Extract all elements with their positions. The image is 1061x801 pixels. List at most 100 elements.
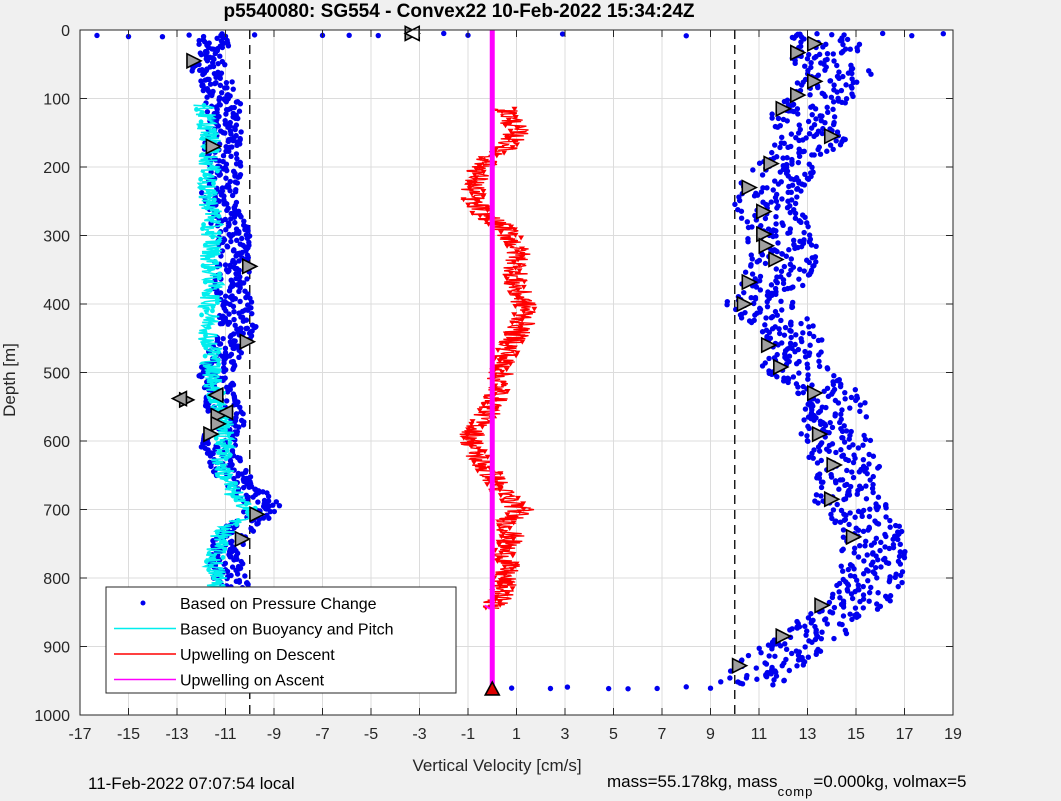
pressure-point bbox=[764, 299, 770, 305]
pressure-point bbox=[227, 188, 233, 194]
pressure-point bbox=[795, 130, 802, 136]
turn-marker bbox=[775, 627, 793, 645]
buoyancy-point bbox=[211, 197, 217, 203]
pressure-point bbox=[718, 679, 724, 685]
pressure-point bbox=[878, 539, 884, 546]
y-tick-label: 700 bbox=[43, 503, 70, 520]
pressure-point bbox=[826, 448, 832, 454]
pressure-point bbox=[827, 142, 834, 148]
upwelling-descent-marker bbox=[531, 306, 538, 312]
buoyancy-point bbox=[216, 361, 221, 367]
pressure-point bbox=[875, 590, 881, 596]
pressure-point bbox=[826, 599, 833, 606]
legend-swatch-pressure bbox=[140, 600, 146, 606]
turn-marker bbox=[170, 390, 188, 407]
pressure-point bbox=[225, 43, 232, 49]
pressure-point bbox=[216, 341, 223, 347]
upwelling-descent-marker bbox=[505, 117, 512, 123]
pressure-point bbox=[845, 457, 852, 464]
pressure-point bbox=[222, 262, 229, 268]
upwelling-descent-marker bbox=[477, 462, 484, 468]
pressure-point bbox=[805, 376, 811, 382]
upwelling-descent-marker bbox=[494, 347, 501, 353]
upwelling-descent-marker bbox=[519, 251, 526, 257]
mass-subscript: comp bbox=[777, 784, 814, 799]
pressure-point bbox=[896, 523, 902, 529]
pressure-point bbox=[855, 527, 862, 533]
pressure-point bbox=[786, 271, 792, 278]
pressure-point bbox=[847, 405, 853, 411]
buoyancy-point bbox=[198, 185, 204, 190]
upwelling-descent-marker bbox=[505, 336, 512, 342]
pressure-point bbox=[853, 397, 859, 404]
turn-marker bbox=[768, 251, 785, 268]
pressure-point bbox=[204, 109, 211, 115]
upwelling-descent-marker bbox=[496, 523, 503, 529]
pressure-point bbox=[753, 284, 760, 290]
pressure-point bbox=[786, 247, 792, 253]
pressure-point bbox=[863, 496, 870, 502]
pressure-point bbox=[271, 508, 278, 515]
pressure-point bbox=[786, 183, 792, 190]
pressure-point bbox=[834, 501, 840, 508]
pressure-point bbox=[186, 32, 192, 38]
pressure-point bbox=[847, 510, 853, 516]
x-tick-label: -9 bbox=[267, 726, 281, 743]
upwelling-descent-marker bbox=[497, 493, 504, 499]
pressure-point bbox=[770, 233, 776, 240]
turn-marker bbox=[845, 528, 863, 546]
pressure-point bbox=[242, 573, 248, 579]
turn-marker bbox=[249, 506, 266, 523]
turn-marker bbox=[823, 490, 841, 508]
upwelling-ascent-tail bbox=[484, 604, 491, 610]
pressure-point bbox=[849, 85, 855, 91]
upwelling-descent-marker bbox=[498, 550, 505, 556]
upwelling-descent-marker bbox=[496, 487, 503, 493]
pressure-point bbox=[221, 201, 227, 207]
pressure-point bbox=[796, 137, 802, 144]
pressure-point bbox=[754, 259, 760, 265]
pressure-point bbox=[232, 338, 238, 344]
pressure-point bbox=[231, 475, 237, 482]
pressure-point bbox=[764, 303, 771, 310]
pressure-point bbox=[785, 198, 791, 204]
pressure-point bbox=[857, 402, 864, 408]
buoyancy-point bbox=[213, 378, 219, 384]
pressure-point bbox=[849, 70, 855, 77]
pressure-point bbox=[817, 648, 824, 654]
x-tick-label: -1 bbox=[461, 726, 475, 743]
pressure-point bbox=[236, 579, 243, 585]
x-tick-label: 7 bbox=[658, 726, 667, 743]
pressure-point bbox=[236, 288, 242, 295]
pressure-point bbox=[233, 270, 239, 277]
pressure-point bbox=[838, 50, 845, 56]
pressure-point bbox=[820, 479, 826, 485]
pressure-point bbox=[805, 176, 812, 182]
buoyancy-point bbox=[230, 493, 236, 499]
pressure-point bbox=[217, 102, 223, 108]
pressure-point bbox=[798, 219, 804, 226]
buoyancy-point bbox=[211, 127, 217, 133]
x-tick-label: 19 bbox=[944, 726, 962, 743]
buoyancy-point bbox=[221, 526, 226, 532]
pressure-point bbox=[864, 470, 870, 477]
pressure-point bbox=[738, 208, 745, 214]
pressure-point bbox=[805, 223, 811, 230]
pressure-point bbox=[806, 425, 812, 432]
pressure-point bbox=[895, 583, 901, 590]
pressure-point bbox=[892, 574, 898, 581]
pressure-point bbox=[807, 342, 813, 348]
pressure-point bbox=[886, 545, 893, 552]
pressure-point bbox=[683, 33, 689, 39]
pressure-point bbox=[798, 39, 804, 45]
pressure-point bbox=[202, 77, 209, 83]
turn-marker bbox=[806, 35, 824, 52]
upwelling-descent-marker bbox=[520, 298, 527, 304]
pressure-point bbox=[762, 260, 769, 267]
pressure-point bbox=[868, 562, 875, 568]
x-tick-label: 11 bbox=[751, 726, 768, 743]
pressure-point bbox=[797, 266, 803, 273]
upwelling-descent-marker bbox=[477, 156, 484, 162]
pressure-point bbox=[838, 447, 844, 453]
pressure-point bbox=[870, 489, 876, 496]
